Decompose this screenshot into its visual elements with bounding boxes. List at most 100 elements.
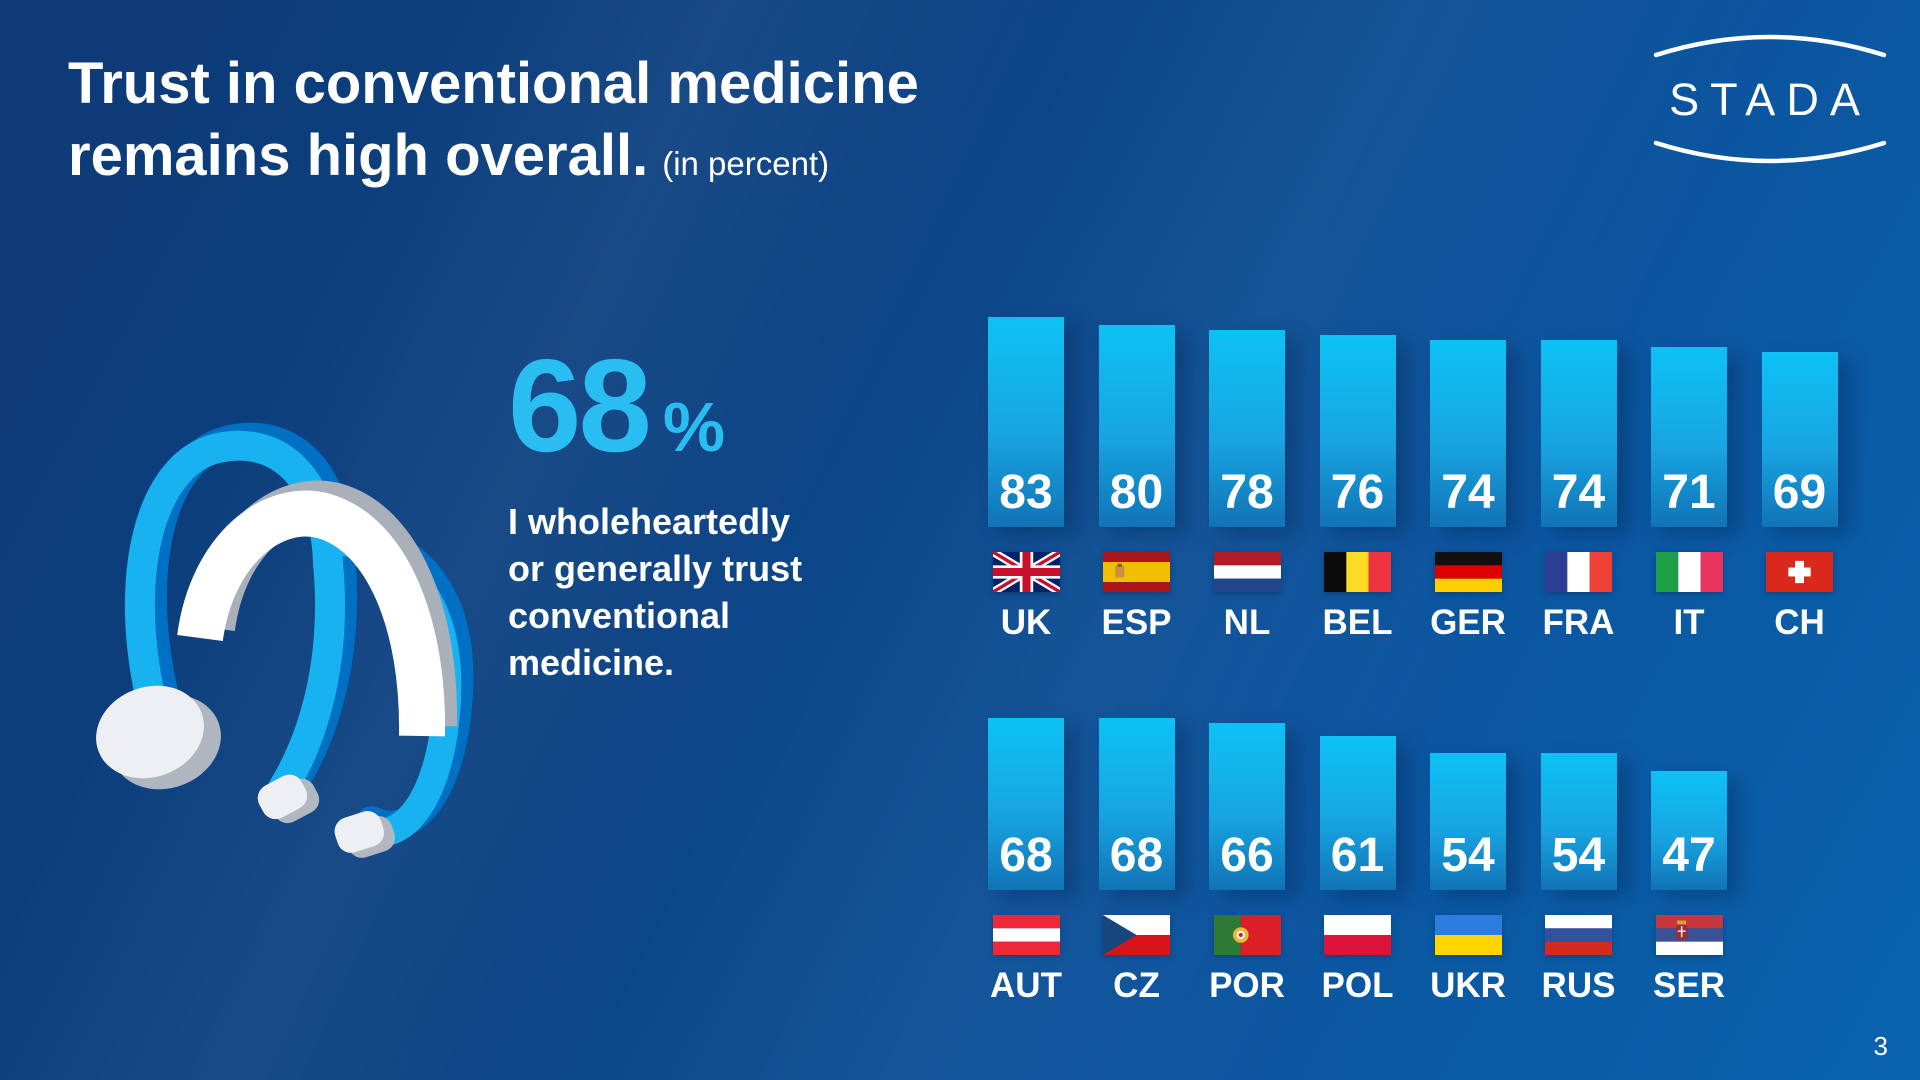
- bar-value-UK: 83: [999, 466, 1053, 519]
- bar-value-POR: 66: [1220, 829, 1274, 882]
- country-column-SER: 47 SER: [1651, 675, 1727, 1006]
- bar-track-CZ: 68: [1098, 675, 1175, 890]
- bar-value-ESP: 80: [1109, 466, 1164, 519]
- flag-aut-icon: [992, 915, 1060, 955]
- country-label-AUT: AUT: [990, 966, 1062, 1005]
- bar-value-CZ: 68: [1109, 829, 1164, 882]
- bar-NL: 78: [1209, 329, 1285, 527]
- country-label-NL: NL: [1223, 603, 1271, 642]
- country-label-GER: GER: [1430, 603, 1506, 642]
- bar-track-SER: 47: [1651, 675, 1727, 890]
- country-label-FRA: FRA: [1542, 603, 1615, 642]
- bar-track-CH: 69: [1761, 312, 1838, 527]
- flag-uk-icon: [992, 552, 1060, 592]
- stat-number: 68%: [508, 340, 802, 472]
- country-column-NL: 78 NL: [1209, 312, 1285, 643]
- country-column-GER: 74 GER: [1430, 312, 1506, 643]
- bar-GER: 74: [1430, 339, 1506, 527]
- chart-row-1: 83 UK 80 ESP 78 NL 76 BEL 74 GER 74 FRA 71 IT 69 CH: [988, 312, 1872, 643]
- bar-value-FRA: 74: [1551, 466, 1606, 519]
- country-label-ESP: ESP: [1101, 603, 1172, 642]
- page-number: 3: [1873, 1031, 1888, 1061]
- stat-value: 68: [508, 332, 652, 479]
- bar-ESP: 80: [1098, 324, 1175, 527]
- country-column-UK: 83 UK: [988, 312, 1064, 643]
- country-column-ESP: 80 ESP: [1098, 312, 1175, 643]
- stat-unit: %: [662, 388, 726, 466]
- bar-track-FRA: 74: [1540, 312, 1617, 527]
- flag-bel-icon: [1324, 552, 1391, 592]
- stat-description: I wholeheartedly or generally trust conv…: [508, 501, 803, 683]
- flag-ch-icon: [1766, 552, 1833, 592]
- country-column-POL: 61 POL: [1319, 675, 1396, 1006]
- flag-cz-icon: [1103, 915, 1170, 955]
- country-label-CZ: CZ: [1113, 966, 1160, 1005]
- bar-value-GER: 74: [1441, 466, 1495, 519]
- bar-track-GER: 74: [1430, 312, 1506, 527]
- flag-esp-icon: [1103, 552, 1170, 592]
- flag-ukr-icon: [1434, 915, 1502, 955]
- country-column-POR: 66 POR: [1209, 675, 1285, 1006]
- country-column-UKR: 54 UKR: [1430, 675, 1506, 1006]
- country-label-POR: POR: [1209, 966, 1285, 1005]
- country-label-CH: CH: [1774, 603, 1825, 642]
- bar-track-AUT: 68: [988, 675, 1064, 890]
- flag-por-icon: [1213, 915, 1281, 955]
- flag-fra-icon: [1545, 552, 1612, 592]
- country-label-RUS: RUS: [1541, 966, 1616, 1005]
- bar-AUT: 68: [988, 718, 1064, 890]
- country-column-BEL: 76 BEL: [1319, 312, 1396, 643]
- bar-SER: 47: [1651, 771, 1727, 890]
- bar-track-NL: 78: [1209, 312, 1285, 527]
- bar-value-UKR: 54: [1441, 829, 1495, 882]
- stethoscope-illustration: [70, 398, 510, 958]
- bar-track-RUS: 54: [1540, 675, 1617, 890]
- title-line-2: remains high overall.: [68, 123, 649, 188]
- flag-rus-icon: [1545, 915, 1612, 955]
- flag-pol-icon: [1324, 915, 1391, 955]
- bar-BEL: 76: [1319, 334, 1396, 527]
- flag-it-icon: [1655, 552, 1723, 592]
- bar-value-AUT: 68: [999, 829, 1053, 882]
- title-line-1: Trust in conventional medicine: [68, 51, 919, 116]
- flag-ger-icon: [1434, 552, 1502, 592]
- country-label-UK: UK: [1000, 603, 1052, 642]
- bar-track-POR: 66: [1209, 675, 1285, 890]
- country-column-AUT: 68 AUT: [988, 675, 1064, 1006]
- bar-track-UK: 83: [988, 312, 1064, 527]
- bar-value-SER: 47: [1662, 829, 1716, 882]
- title-suffix: (in percent): [662, 145, 830, 182]
- stada-logo-icon: STADA: [1653, 34, 1887, 164]
- flag-nl-icon: [1213, 552, 1281, 592]
- bar-track-POL: 61: [1319, 675, 1396, 890]
- bar-track-ESP: 80: [1098, 312, 1175, 527]
- flag-ser-icon: [1655, 915, 1723, 955]
- bar-value-BEL: 76: [1330, 466, 1385, 519]
- bar-IT: 71: [1651, 347, 1727, 527]
- stada-logo: STADA: [1648, 28, 1892, 170]
- bar-POL: 61: [1319, 735, 1396, 890]
- bar-value-POL: 61: [1330, 829, 1385, 882]
- country-label-SER: SER: [1653, 966, 1725, 1005]
- country-label-UKR: UKR: [1430, 966, 1506, 1005]
- bar-UK: 83: [988, 317, 1064, 527]
- stada-logo-text: STADA: [1669, 74, 1871, 125]
- page-title: Trust in conventional medicine remains h…: [68, 48, 919, 200]
- country-column-IT: 71 IT: [1651, 312, 1727, 643]
- bar-value-CH: 69: [1772, 466, 1827, 519]
- bar-track-IT: 71: [1651, 312, 1727, 527]
- bar-POR: 66: [1209, 723, 1285, 890]
- country-column-CZ: 68 CZ: [1098, 675, 1175, 1006]
- bar-CH: 69: [1761, 352, 1838, 527]
- bar-track-BEL: 76: [1319, 312, 1396, 527]
- bar-value-NL: 78: [1220, 466, 1274, 519]
- country-label-POL: POL: [1321, 966, 1394, 1005]
- bar-value-RUS: 54: [1551, 829, 1606, 882]
- bar-value-IT: 71: [1662, 466, 1716, 519]
- bar-FRA: 74: [1540, 339, 1617, 527]
- country-column-FRA: 74 FRA: [1540, 312, 1617, 643]
- country-label-BEL: BEL: [1322, 603, 1393, 642]
- chart-row-2: 68 AUT 68 CZ 66 POR 61 POL 54 UKR 54 RUS 47 SER: [988, 675, 1762, 1006]
- country-column-CH: 69 CH: [1761, 312, 1838, 643]
